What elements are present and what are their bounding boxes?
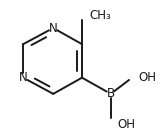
Text: B: B [107, 87, 115, 100]
Text: OH: OH [138, 71, 156, 84]
Text: OH: OH [117, 118, 135, 131]
Text: CH₃: CH₃ [90, 9, 111, 22]
Text: N: N [49, 22, 58, 34]
Text: N: N [19, 71, 28, 84]
